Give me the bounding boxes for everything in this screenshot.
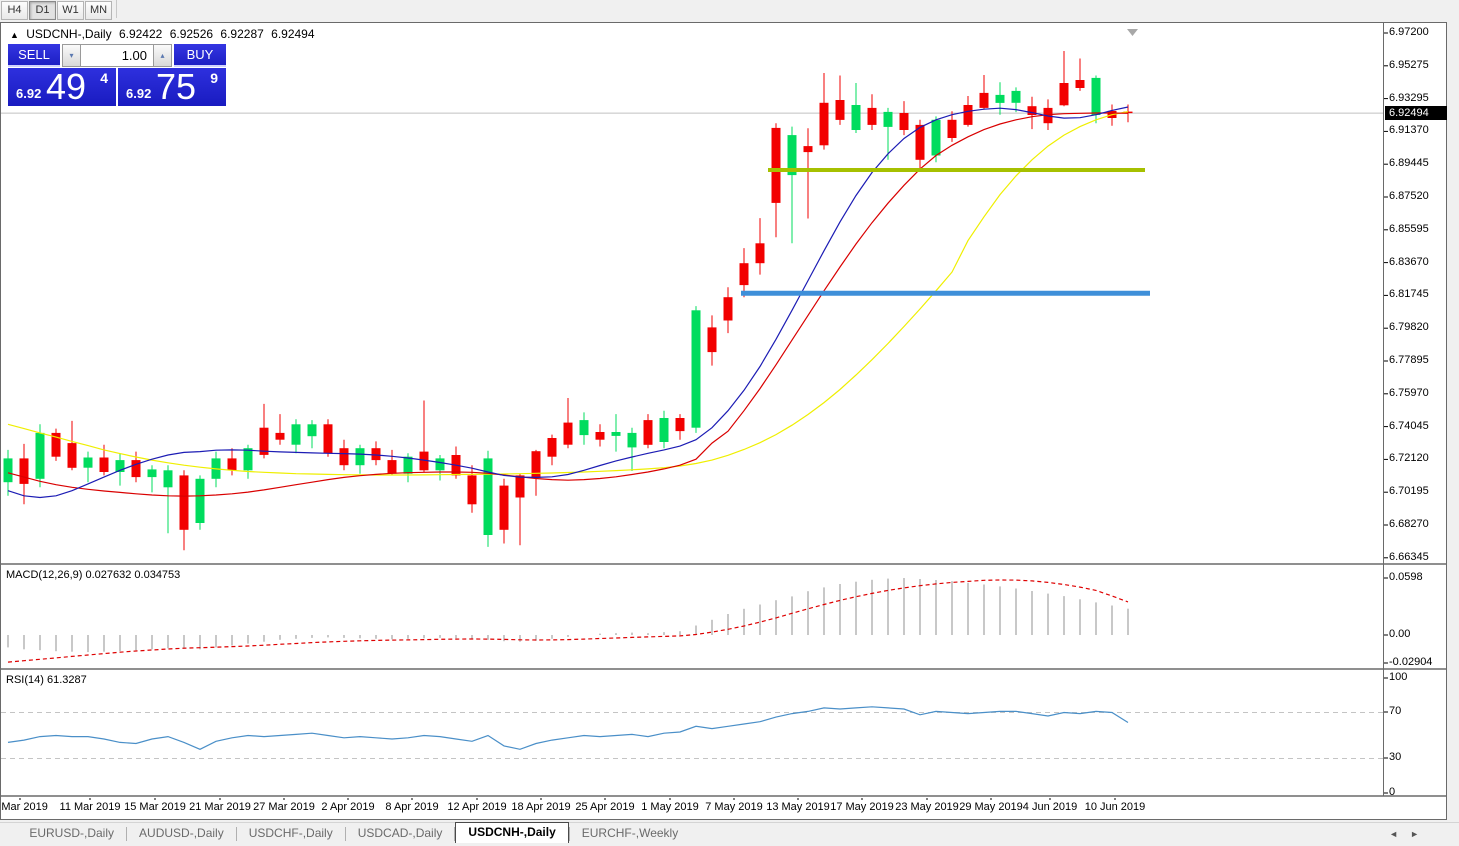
- timeframe-toolbar: H4 D1 W1 MN: [0, 0, 1459, 22]
- buy-button[interactable]: BUY: [174, 44, 226, 67]
- price-axis-line: [1383, 23, 1384, 796]
- sell-pips: 49: [46, 66, 87, 107]
- price-tick: 6.93295: [1389, 91, 1429, 104]
- ohlc-open: 6.92422: [118, 27, 163, 41]
- one-click-trading-panel: SELL ▾ ▴ BUY 6.92 49 4 6.92 75 9: [8, 44, 226, 107]
- date-tick: 10 Jun 2019: [1084, 801, 1146, 813]
- date-tick: 13 May 2019: [766, 801, 830, 813]
- date-tick: 18 Apr 2019: [511, 801, 571, 813]
- price-tick: 6.74045: [1389, 419, 1429, 432]
- price-tick: 6.68270: [1389, 518, 1429, 530]
- date-tick: 7 May 2019: [705, 801, 763, 813]
- date-tick: 25 Apr 2019: [575, 801, 635, 813]
- rsi-tick: 100: [1389, 671, 1408, 683]
- buy-pipette: 9: [210, 70, 218, 86]
- main-macd-divider[interactable]: [1, 563, 1446, 566]
- buy-pips: 75: [156, 66, 197, 107]
- date-tick: 11 Mar 2019: [59, 801, 121, 813]
- date-tick: 5 Mar 2019: [0, 801, 48, 813]
- date-tick: 21 Mar 2019: [189, 801, 251, 813]
- timeframe-button-d1[interactable]: D1: [29, 1, 56, 21]
- price-tick: 6.89445: [1389, 157, 1429, 170]
- date-tick: 2 Apr 2019: [321, 801, 375, 813]
- date-tick: 23 May 2019: [895, 801, 959, 813]
- chart-tab-bar: EURUSD-,Daily AUDUSD-,Daily USDCHF-,Daily U…: [0, 822, 1459, 846]
- price-tick: 6.75970: [1389, 386, 1429, 399]
- price-tick: 6.81745: [1389, 288, 1429, 301]
- tab-scroll-right-icon[interactable]: ►: [1410, 829, 1431, 839]
- price-tick: 6.77895: [1389, 354, 1429, 366]
- date-tick: 12 Apr 2019: [447, 801, 507, 813]
- chart-window: [0, 22, 1447, 820]
- tab-separator: [568, 826, 570, 841]
- sell-big-figure: 6.92: [16, 86, 42, 101]
- price-tick: 6.72120: [1389, 452, 1429, 465]
- date-tick: 4 Jun 2019: [1022, 801, 1078, 813]
- tab-separator: [126, 826, 128, 841]
- date-tick: 8 Apr 2019: [385, 801, 439, 813]
- chart-tab-eurusd[interactable]: EURUSD-,Daily: [29, 826, 115, 840]
- chart-tab-usdcnh[interactable]: USDCNH-,Daily: [455, 822, 569, 843]
- rsi-tick: 30: [1389, 751, 1402, 763]
- rsi-tick: 0: [1389, 786, 1396, 798]
- macd-tick: -0.02904: [1389, 656, 1433, 668]
- timeframe-button-h4[interactable]: H4: [1, 1, 28, 21]
- tab-separator: [344, 826, 346, 841]
- price-tick: 6.91370: [1389, 124, 1429, 137]
- chart-tab-audusd[interactable]: AUDUSD-,Daily: [139, 826, 224, 840]
- chart-tab-usdcad[interactable]: USDCAD-,Daily: [357, 826, 443, 840]
- date-tick: 1 May 2019: [641, 801, 699, 813]
- date-tick: 15 Mar 2019: [124, 801, 186, 813]
- date-tick: 29 May 2019: [959, 801, 1023, 813]
- chevron-up-icon: ▴: [160, 51, 165, 60]
- price-tick: 6.87520: [1389, 190, 1429, 202]
- price-tick: 6.83670: [1389, 255, 1429, 268]
- rsi-label: RSI(14) 61.3287: [6, 674, 87, 686]
- sell-price-button[interactable]: 6.92 49 4: [8, 66, 116, 107]
- current-price-tag: 6.92494: [1385, 106, 1447, 120]
- macd-label: MACD(12,26,9) 0.027632 0.034753: [6, 569, 181, 581]
- ohlc-close: 6.92494: [271, 27, 315, 41]
- tab-separator: [454, 826, 456, 841]
- price-tick: 6.95275: [1389, 58, 1429, 71]
- chevron-down-icon: ▾: [69, 51, 74, 60]
- rsi-axis-divider: [1, 795, 1446, 798]
- volume-decrease-button[interactable]: ▾: [62, 44, 81, 67]
- volume-input[interactable]: [81, 44, 153, 67]
- timeframe-button-mn[interactable]: MN: [85, 1, 112, 21]
- price-tick: 6.70195: [1389, 485, 1429, 498]
- sell-button[interactable]: SELL: [8, 44, 60, 67]
- price-tick: 6.97200: [1389, 26, 1429, 38]
- price-tick: 6.66345: [1389, 550, 1429, 563]
- tab-scroll-left-icon[interactable]: ◄: [1389, 829, 1411, 839]
- buy-price-button[interactable]: 6.92 75 9: [118, 66, 226, 107]
- price-tick: 6.79820: [1389, 321, 1429, 334]
- macd-tick: 0.00: [1389, 628, 1411, 640]
- ohlc-low: 6.92287: [220, 27, 264, 41]
- price-tick: 6.85595: [1389, 222, 1429, 235]
- chart-tab-usdchf[interactable]: USDCHF-,Daily: [248, 826, 333, 840]
- timeframe-button-w1[interactable]: W1: [57, 1, 84, 21]
- volume-increase-button[interactable]: ▴: [153, 44, 172, 67]
- rsi-tick: 70: [1389, 705, 1402, 717]
- sell-pipette: 4: [100, 70, 108, 86]
- collapse-triangle-icon[interactable]: ▲: [10, 30, 19, 40]
- window-edge: [1447, 22, 1459, 846]
- date-tick: 17 May 2019: [830, 801, 894, 813]
- macd-rsi-divider[interactable]: [1, 668, 1446, 671]
- macd-tick: 0.0598: [1389, 571, 1423, 583]
- symbol-ohlc-header: ▲ USDCNH-,Daily 6.92422 6.92526 6.92287 …: [10, 27, 319, 41]
- tab-separator: [235, 826, 237, 841]
- symbol-name: USDCNH-,Daily: [26, 27, 112, 41]
- ohlc-high: 6.92526: [169, 27, 214, 41]
- chart-tab-eurchf[interactable]: EURCHF-,Weekly: [581, 826, 679, 840]
- toolbar-separator: [116, 0, 117, 18]
- buy-big-figure: 6.92: [126, 86, 152, 101]
- date-tick: 27 Mar 2019: [253, 801, 315, 813]
